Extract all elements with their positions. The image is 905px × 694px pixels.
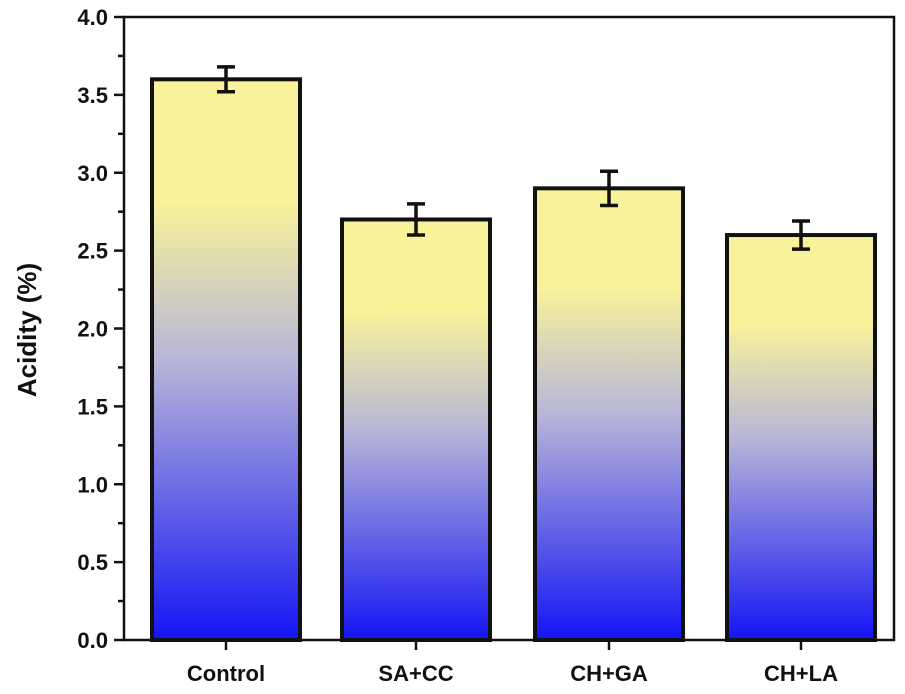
bars-layer: [150, 77, 877, 643]
error-bar-sa-cc: [407, 202, 425, 237]
y-tick-label: 3.0: [77, 161, 108, 186]
y-tick-label: 1.5: [77, 394, 108, 419]
x-axis: Control SA+CC CH+GA CH+LA: [187, 640, 838, 686]
y-tick-label: 1.0: [77, 472, 108, 497]
error-bars-layer: [217, 65, 810, 251]
y-tick-label: 3.5: [77, 83, 108, 108]
error-bar-control: [217, 65, 235, 94]
bar-ch-la: [725, 233, 877, 643]
bar-control: [150, 77, 302, 643]
x-tick-label: SA+CC: [378, 661, 453, 686]
x-tick-label: CH+LA: [764, 661, 838, 686]
y-tick-label: 2.5: [77, 239, 108, 264]
y-tick-label: 2.0: [77, 317, 108, 342]
bar-sa-cc: [340, 217, 492, 642]
y-axis: 0.0 0.5 1.0 1.5 2.0 2.5 3.0 3.5 4.0: [77, 5, 124, 653]
y-tick-label: 4.0: [77, 5, 108, 30]
bar-ch-ga: [533, 186, 685, 642]
error-bar-ch-la: [792, 219, 810, 251]
x-tick-label: CH+GA: [570, 661, 648, 686]
y-tick-label: 0.0: [77, 628, 108, 653]
y-tick-label: 0.5: [77, 550, 108, 575]
y-axis-title: Acidity (%): [12, 263, 42, 397]
error-bar-ch-ga: [600, 169, 618, 208]
x-tick-label: Control: [187, 661, 265, 686]
